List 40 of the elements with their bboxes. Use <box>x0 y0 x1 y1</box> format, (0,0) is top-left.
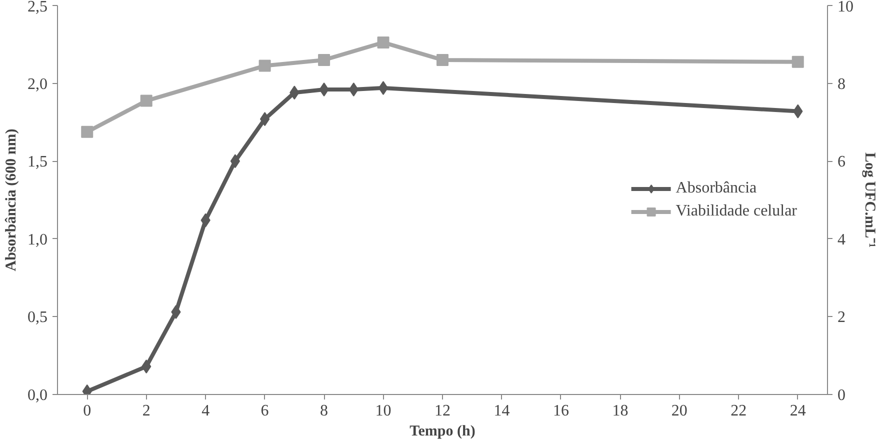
y2-tick-label: 10 <box>838 0 854 16</box>
x-tick-label: 10 <box>375 402 392 420</box>
x-tick-label: 12 <box>434 402 450 420</box>
point <box>377 36 390 48</box>
y-tick-label: 1,5 <box>28 154 48 171</box>
point <box>230 154 240 168</box>
point <box>378 80 388 95</box>
y2-tick-label: 2 <box>838 309 846 326</box>
legend-label: Viabilidade celular <box>676 202 797 220</box>
x-tick-label: 18 <box>612 402 628 420</box>
y2-tick-label: 8 <box>838 76 846 93</box>
y-tick-label: 0,5 <box>28 309 48 326</box>
x-tick-label: 6 <box>260 402 269 420</box>
x-tick-label: 24 <box>790 402 806 420</box>
point <box>81 126 94 138</box>
point <box>140 94 152 107</box>
x-tick-label: 2 <box>142 402 150 420</box>
x-tick-label: 22 <box>730 402 747 420</box>
legend-label: Absorbância <box>676 179 757 197</box>
y2-tick-label: 6 <box>838 154 846 171</box>
y2-axis-title: Log UFC.mL⁻¹ <box>862 152 878 248</box>
x-tick-label: 0 <box>83 402 92 420</box>
point <box>436 54 448 66</box>
x-tick-label: 16 <box>552 402 569 420</box>
point <box>258 60 271 72</box>
y-tick-label: 2,5 <box>28 0 48 16</box>
y-tick-label: 0,0 <box>28 387 48 404</box>
point <box>318 54 330 66</box>
point <box>792 56 804 68</box>
point <box>260 112 270 126</box>
x-tick-label: 4 <box>202 402 210 420</box>
x-tick-label: 14 <box>494 402 510 420</box>
y-tick-label: 2,0 <box>28 76 48 93</box>
x-axis-title: Tempo (h) <box>410 424 476 440</box>
x-tick-label: 20 <box>671 402 688 420</box>
x-tick-label: 8 <box>320 402 328 420</box>
y2-tick-label: 0 <box>838 387 846 404</box>
y2-tick-label: 4 <box>838 231 846 248</box>
y-tick-label: 1,0 <box>28 231 48 248</box>
y-axis-title: Absorbância (600 nm) <box>4 128 20 272</box>
